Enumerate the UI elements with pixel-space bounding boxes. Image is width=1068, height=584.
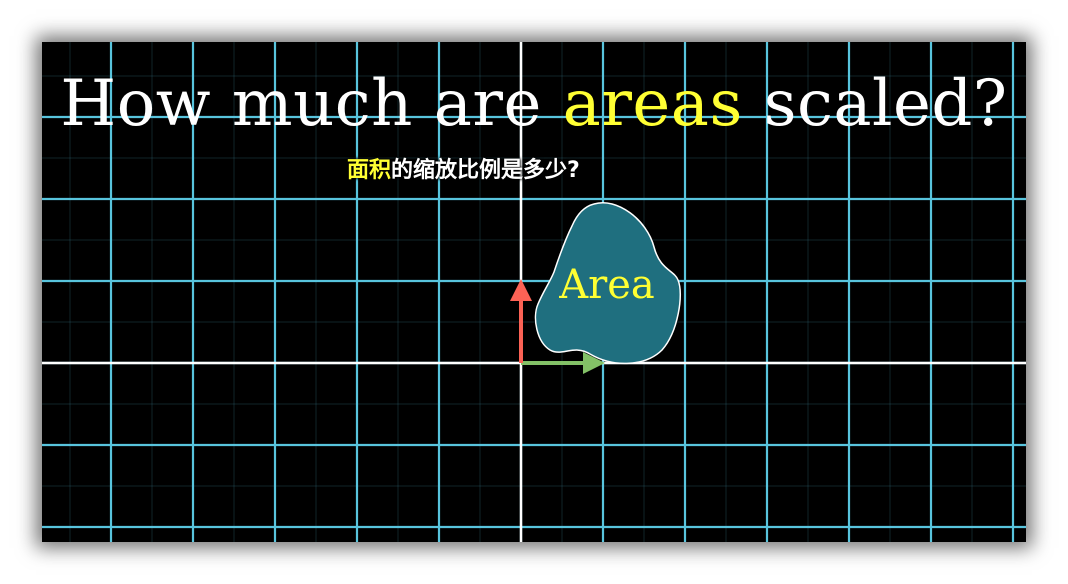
j-hat-arrowhead (510, 279, 532, 301)
chinese-subtitle: 面积的缩放比例是多少? (347, 154, 580, 188)
area-label: Area (559, 262, 655, 308)
title-highlight: areas (562, 67, 743, 141)
subtitle-highlight: 面积 (347, 158, 392, 183)
i-hat-arrowhead (583, 352, 605, 374)
subtitle-rest: 的缩放比例是多少? (391, 158, 580, 183)
title-after: scaled? (742, 67, 1008, 141)
coordinate-grid (42, 42, 1026, 542)
title-before: How much are (60, 67, 563, 141)
video-frame: How much are areas scaled? 面积的缩放比例是多少? A… (42, 42, 1026, 542)
main-title: How much are areas scaled? (42, 64, 1026, 144)
area-shape (534, 202, 681, 364)
